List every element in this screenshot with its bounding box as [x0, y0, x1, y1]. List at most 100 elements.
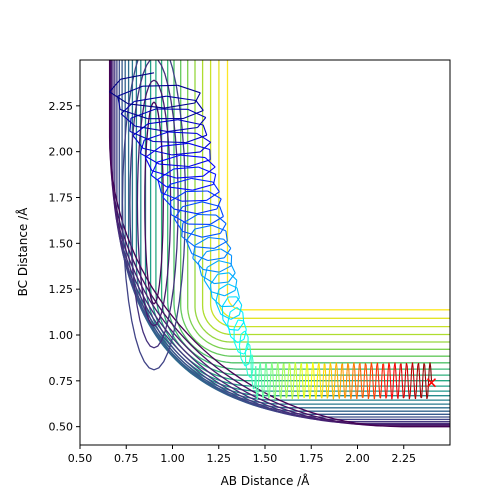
- trajectory-segment: [191, 177, 213, 183]
- trajectory-segment: [177, 119, 204, 126]
- trajectory-segment: [400, 363, 403, 374]
- y-tick-label: 2.25: [49, 100, 74, 113]
- trajectory-segment: [362, 387, 365, 398]
- trajectory-segment: [399, 363, 402, 365]
- trajectory-segment: [215, 301, 222, 315]
- trajectory-segment: [171, 151, 201, 156]
- trajectory-segment: [264, 363, 267, 375]
- trajectory-segment: [162, 184, 171, 198]
- trajectory-segment: [159, 163, 189, 168]
- trajectory-segment: [263, 374, 266, 389]
- trajectory-segment: [201, 232, 221, 238]
- trajectory-segment: [367, 390, 369, 399]
- trajectory-segment: [215, 214, 227, 225]
- x-axis-label: AB Distance /Å: [221, 473, 311, 488]
- trajectory-segment: [378, 385, 381, 397]
- trajectory-segment: [181, 223, 184, 237]
- trajectory-segment: [328, 362, 331, 371]
- trajectory-segment: [233, 341, 239, 353]
- trajectory-segment: [428, 362, 431, 370]
- trajectory-segment: [243, 346, 249, 355]
- trajectory-segment: [344, 385, 347, 398]
- contour-line: [116, 60, 450, 421]
- trajectory-segment: [295, 368, 298, 383]
- trajectory-segment: [176, 175, 204, 179]
- trajectory-segment: [215, 289, 220, 303]
- trajectory-segment: [134, 95, 167, 102]
- contour-line: [124, 60, 450, 412]
- trajectory-segment: [293, 367, 296, 382]
- trajectory-segment: [216, 198, 222, 210]
- trajectory-segment: [181, 199, 207, 202]
- y-axis-label: BC Distance /Å: [15, 207, 30, 297]
- trajectory-segment: [281, 364, 284, 376]
- trajectory-segment: [351, 367, 354, 382]
- x-tick-label: 0.50: [68, 452, 93, 465]
- trajectory-segment: [284, 373, 286, 389]
- trajectory-segment: [203, 279, 213, 293]
- trajectory-segment: [404, 371, 407, 387]
- trajectory-segment: [380, 374, 383, 389]
- trajectory-segment: [109, 78, 122, 93]
- trajectory-segment: [195, 246, 215, 249]
- trajectory-segment: [377, 370, 380, 386]
- trajectory-segment: [351, 381, 353, 395]
- trajectory-segment: [309, 383, 312, 396]
- trajectory-segment: [196, 208, 218, 215]
- trajectory-segment: [162, 196, 175, 210]
- plot-area: [80, 60, 450, 445]
- trajectory-segment: [194, 92, 201, 104]
- trajectory-segment: [384, 389, 387, 399]
- trajectory-segment: [274, 380, 277, 394]
- y-tick-label: 1.50: [49, 237, 74, 250]
- contour-line: [180, 60, 450, 357]
- trajectory-segment: [358, 362, 361, 366]
- y-tick-label: 2.00: [49, 146, 74, 159]
- trajectory-segment: [341, 363, 344, 374]
- trajectory-segment: [289, 365, 292, 378]
- contour-line: [114, 60, 450, 423]
- trajectory-segment: [214, 240, 228, 249]
- trajectory-segment: [169, 177, 192, 185]
- start-marker-group: [426, 378, 437, 388]
- trajectory-segment: [335, 362, 337, 368]
- trajectory-segment: [157, 154, 181, 163]
- trajectory-segment: [201, 201, 220, 207]
- trajectory-segment: [301, 372, 304, 387]
- trajectory-segment: [319, 385, 322, 397]
- trajectory-segment: [129, 130, 154, 143]
- trajectory-segment: [196, 132, 211, 143]
- trajectory-segment: [319, 370, 321, 386]
- contour-line: [118, 60, 450, 418]
- trajectory-segment: [328, 370, 331, 385]
- trajectory-segment: [310, 369, 313, 384]
- trajectory-segment: [229, 328, 239, 331]
- trajectory-segment: [341, 363, 343, 365]
- trajectory-segment: [398, 364, 401, 376]
- trajectory-segment: [232, 297, 240, 307]
- trajectory-segment: [220, 313, 232, 320]
- trajectory-segment: [411, 362, 414, 369]
- trajectory-segment: [221, 296, 229, 307]
- trajectory-segment: [244, 342, 248, 351]
- trajectory: [109, 72, 433, 400]
- trajectory-segment: [417, 362, 420, 366]
- trajectory-segment: [254, 379, 256, 388]
- trajectory-segment: [182, 214, 198, 224]
- trajectory-segment: [160, 142, 189, 147]
- trajectory-segment: [109, 91, 129, 105]
- trajectory-segment: [117, 85, 143, 97]
- trajectory-segment: [271, 366, 274, 380]
- trajectory-segment: [360, 386, 363, 398]
- trajectory-segment: [151, 170, 177, 179]
- trajectory-segment: [185, 134, 207, 144]
- trajectory-segment: [357, 365, 360, 378]
- trajectory-segment: [132, 135, 144, 149]
- trajectory-segment: [330, 366, 333, 380]
- trajectory-segment: [237, 338, 245, 344]
- trajectory-segment: [238, 351, 245, 355]
- trajectory-segment: [192, 183, 214, 191]
- trajectory-segment: [230, 336, 238, 344]
- trajectory-segment: [376, 362, 379, 367]
- trajectory-segment: [206, 191, 220, 201]
